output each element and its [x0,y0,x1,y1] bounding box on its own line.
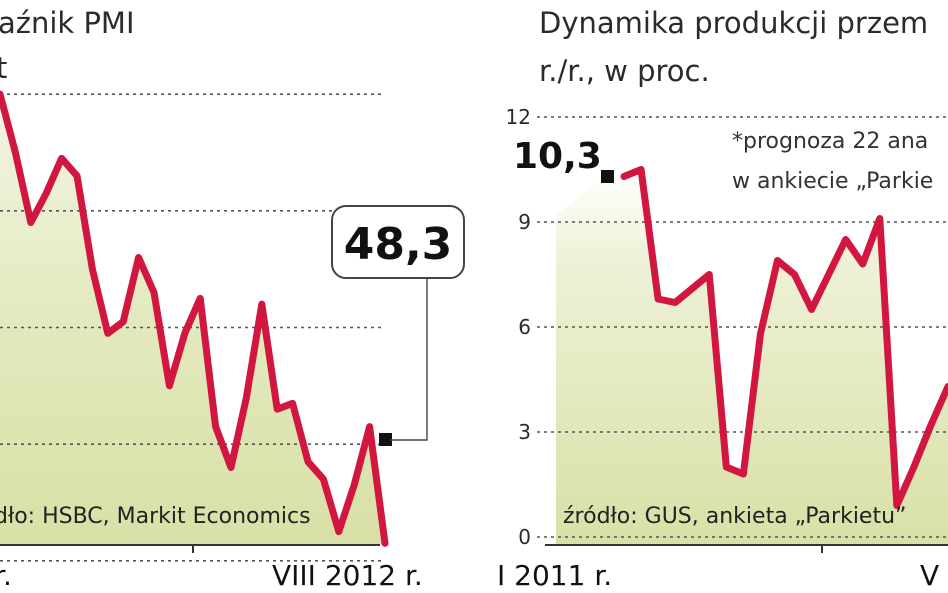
production-area-fill [556,169,948,545]
pmi-series-line [0,90,389,547]
production-y-tick-label: 9 [518,210,531,234]
production-source: źródło: GUS, ankieta „Parkietu” [563,504,906,529]
pmi-title-fragment: t [0,51,7,85]
production-x-label-end: V [920,559,939,592]
production-subtitle: r./r., w proc. [539,54,710,88]
production-data-points [623,169,948,506]
pmi-x-label-start: r. [0,559,12,592]
production-y-tick-label: 6 [518,315,531,339]
pmi-callout-leader [390,275,428,441]
production-y-tick-label: 3 [518,420,531,444]
production-y-tick-label: 0 [518,525,531,549]
pmi-title: aźnik PMI [0,6,135,40]
production-start-marker [601,170,614,183]
production-title: Dynamika produkcji przem [539,6,928,40]
production-note-line-1: *prognoza 22 ana [732,129,928,154]
pmi-data-points [0,94,386,544]
production-y-ticks: 0 3 6 9 12 [506,105,531,549]
pmi-end-marker [379,433,392,446]
pmi-gridlines [0,93,385,562]
pmi-x-label-end: VIII 2012 r. [272,559,423,592]
production-y-tick-label: 12 [506,105,531,129]
pmi-callout-box [331,205,465,279]
pmi-source: dło: HSBC, Markit Economics [0,504,311,529]
production-start-value: 10,3 [513,136,602,177]
production-x-label-start: I 2011 r. [497,559,612,592]
production-series-line [620,166,948,509]
production-gridlines [537,116,948,538]
pmi-callout-value: 48,3 [344,219,453,270]
production-note-line-2: w ankiecie „Parkie [732,169,933,194]
pmi-chart: aźnik PMI t 48,3 dło: HSBC, Markit Econo… [0,6,465,592]
production-chart: 0 3 6 9 12 Dynamika produkcji przem r./r., w… [497,6,948,592]
